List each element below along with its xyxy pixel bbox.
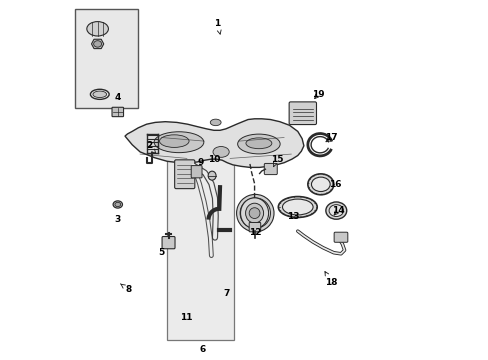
- Text: 9: 9: [197, 158, 203, 167]
- Polygon shape: [125, 119, 303, 167]
- Text: 14: 14: [331, 206, 344, 215]
- Ellipse shape: [278, 197, 317, 217]
- FancyBboxPatch shape: [75, 9, 137, 108]
- Text: 12: 12: [248, 228, 261, 237]
- FancyBboxPatch shape: [191, 166, 202, 178]
- Ellipse shape: [210, 119, 221, 126]
- Ellipse shape: [245, 138, 271, 149]
- Text: 15: 15: [270, 154, 283, 167]
- Ellipse shape: [94, 41, 102, 47]
- Polygon shape: [91, 39, 103, 49]
- Text: 13: 13: [286, 212, 299, 221]
- Ellipse shape: [240, 198, 268, 229]
- Ellipse shape: [237, 134, 280, 154]
- Ellipse shape: [208, 171, 216, 180]
- Text: 6: 6: [200, 346, 206, 354]
- Ellipse shape: [325, 202, 346, 219]
- Text: 11: 11: [180, 313, 192, 322]
- Text: 16: 16: [328, 180, 341, 189]
- Text: 18: 18: [325, 271, 337, 287]
- Ellipse shape: [307, 174, 333, 195]
- Text: 1: 1: [214, 19, 221, 34]
- FancyBboxPatch shape: [162, 237, 175, 249]
- FancyBboxPatch shape: [167, 146, 233, 340]
- Ellipse shape: [115, 202, 121, 207]
- Text: 5: 5: [158, 248, 164, 257]
- Text: 17: 17: [325, 133, 337, 142]
- Ellipse shape: [213, 147, 229, 157]
- Text: 4: 4: [114, 94, 121, 102]
- FancyBboxPatch shape: [112, 107, 123, 117]
- Ellipse shape: [154, 132, 203, 153]
- Ellipse shape: [113, 201, 122, 208]
- Ellipse shape: [245, 203, 263, 223]
- Ellipse shape: [282, 199, 312, 215]
- Text: 3: 3: [114, 215, 121, 224]
- FancyBboxPatch shape: [174, 160, 194, 189]
- Text: 10: 10: [207, 154, 220, 163]
- Ellipse shape: [311, 177, 329, 192]
- FancyBboxPatch shape: [249, 222, 260, 232]
- FancyBboxPatch shape: [333, 232, 347, 242]
- Text: 8: 8: [120, 284, 131, 294]
- Text: 2: 2: [146, 141, 155, 153]
- Text: 19: 19: [311, 90, 324, 99]
- Text: 7: 7: [223, 289, 229, 298]
- Ellipse shape: [87, 22, 108, 36]
- FancyBboxPatch shape: [264, 163, 277, 175]
- FancyBboxPatch shape: [288, 102, 316, 125]
- Ellipse shape: [159, 135, 189, 148]
- Ellipse shape: [328, 204, 343, 216]
- Ellipse shape: [249, 208, 260, 219]
- Ellipse shape: [93, 91, 106, 98]
